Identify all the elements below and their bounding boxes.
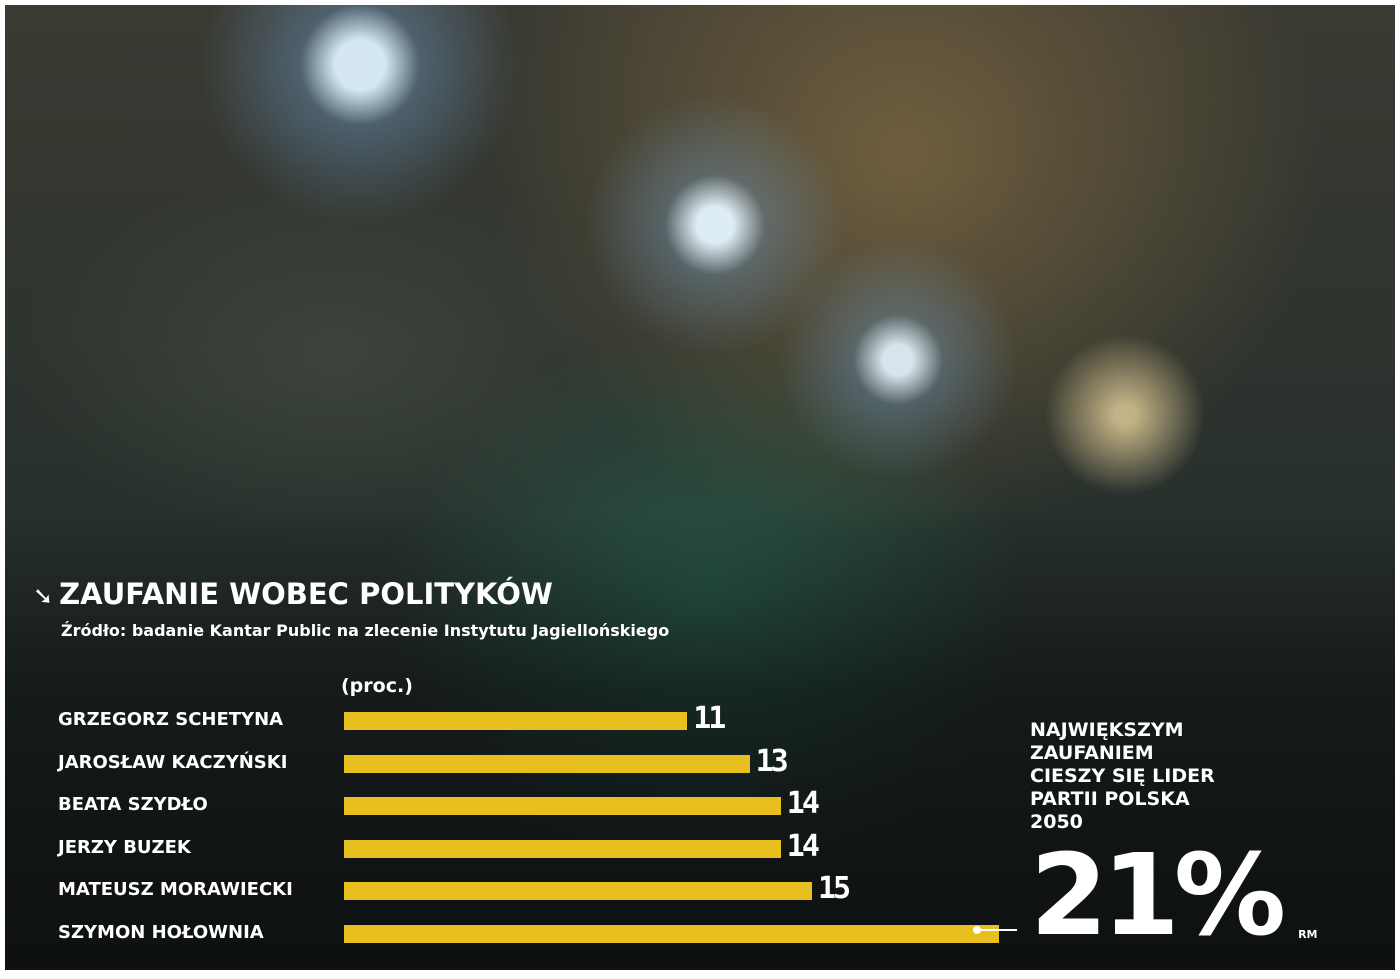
credit: RM xyxy=(1298,928,1318,941)
bar-value: 15 xyxy=(818,871,851,907)
connector-dot xyxy=(973,926,981,934)
bar xyxy=(344,839,781,858)
bar-label: MATEUSZ MORAWIECKI xyxy=(58,879,293,901)
callout-value: 21% xyxy=(1030,831,1286,961)
bar xyxy=(344,925,1000,943)
bar-label: BEATA SZYDŁO xyxy=(58,794,208,816)
infographic: ➘ ZAUFANIE WOBEC POLITYKÓW Źródło: badani… xyxy=(5,5,1395,970)
bar-label: GRZEGORZ SCHETYNA xyxy=(58,709,284,730)
chart-source: Źródło: badanie Kantar Public na zleceni… xyxy=(61,621,670,640)
bar xyxy=(344,712,688,730)
bar-value: 13 xyxy=(755,743,789,779)
bar xyxy=(344,754,750,773)
bar-value: 11 xyxy=(693,701,726,736)
bar xyxy=(344,797,781,816)
connector-line xyxy=(977,929,1017,931)
callout-value-row: 21% RM xyxy=(1030,840,1318,952)
bar-value: 14 xyxy=(786,828,820,864)
chart-title-text: ZAUFANIE WOBEC POLITYKÓW xyxy=(59,577,553,611)
callout: NAJWIĘKSZYM ZAUFANIEM CIESZY SIĘ LIDER P… xyxy=(1030,719,1318,952)
bar xyxy=(344,882,812,901)
callout-text: NAJWIĘKSZYM ZAUFANIEM CIESZY SIĘ LIDER P… xyxy=(1030,719,1215,833)
bar-value: 14 xyxy=(786,786,820,822)
bar-label: JERZY BUZEK xyxy=(58,836,191,858)
unit-label: (proc.) xyxy=(341,675,413,697)
bar-label: SZYMON HOŁOWNIA xyxy=(58,922,264,943)
arrow-down-right-icon: ➘ xyxy=(33,582,54,610)
chart-title: ➘ ZAUFANIE WOBEC POLITYKÓW xyxy=(33,577,553,613)
bar-label: JAROSŁAW KACZYŃSKI xyxy=(58,751,288,773)
